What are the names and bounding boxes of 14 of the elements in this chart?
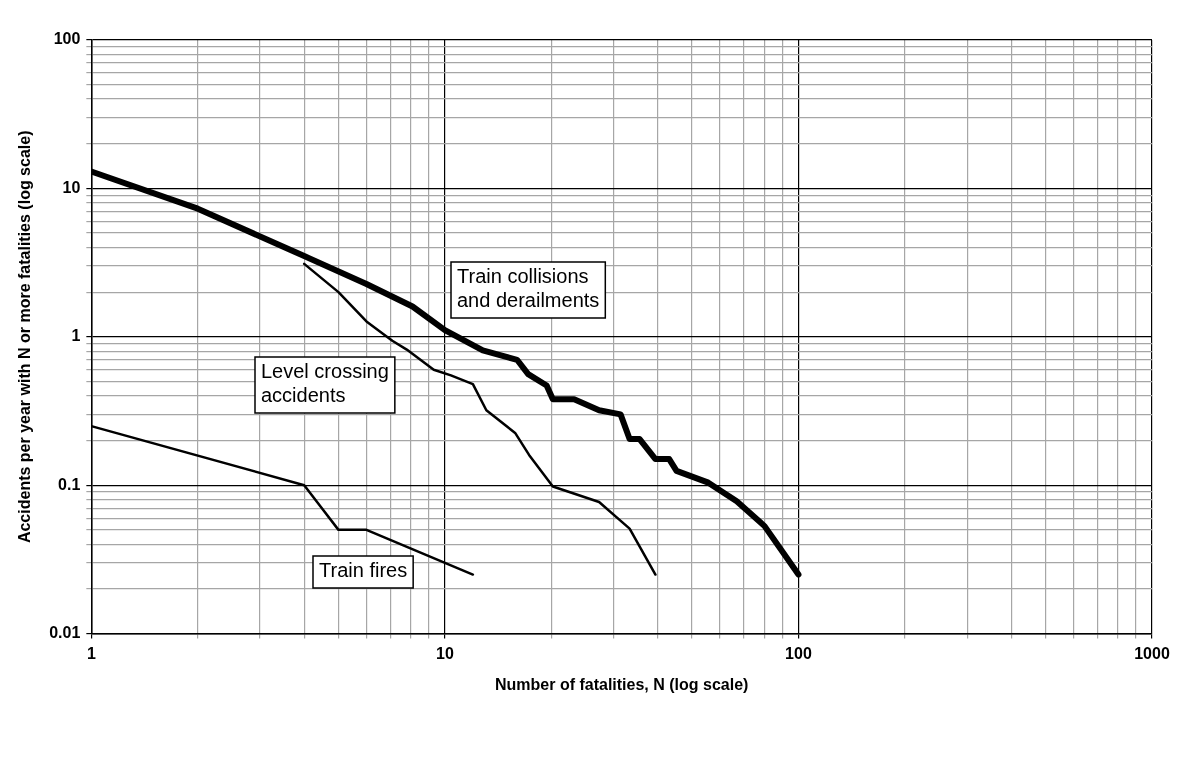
- x-axis-title: Number of fatalities, N (log scale): [494, 675, 749, 693]
- series-label: Level crossing accidents: [261, 359, 389, 406]
- y-tick-label: 10: [62, 178, 81, 196]
- y-tick-label: 100: [53, 30, 81, 48]
- x-tick-label: 1000: [1134, 644, 1170, 662]
- x-tick-label: 1: [86, 644, 96, 662]
- y-tick-label: 1: [71, 327, 81, 345]
- series-label: Train collisions and derailments: [457, 264, 600, 311]
- x-tick-label: 10: [436, 644, 454, 662]
- y-tick-label: 0.01: [49, 624, 81, 642]
- x-tick-label: 100: [785, 644, 812, 662]
- y-tick-label: 0.1: [58, 475, 81, 493]
- series-label: Train fires: [319, 558, 408, 581]
- y-axis-title: Accidents per year with N or more fatalities (log scale): [16, 130, 34, 544]
